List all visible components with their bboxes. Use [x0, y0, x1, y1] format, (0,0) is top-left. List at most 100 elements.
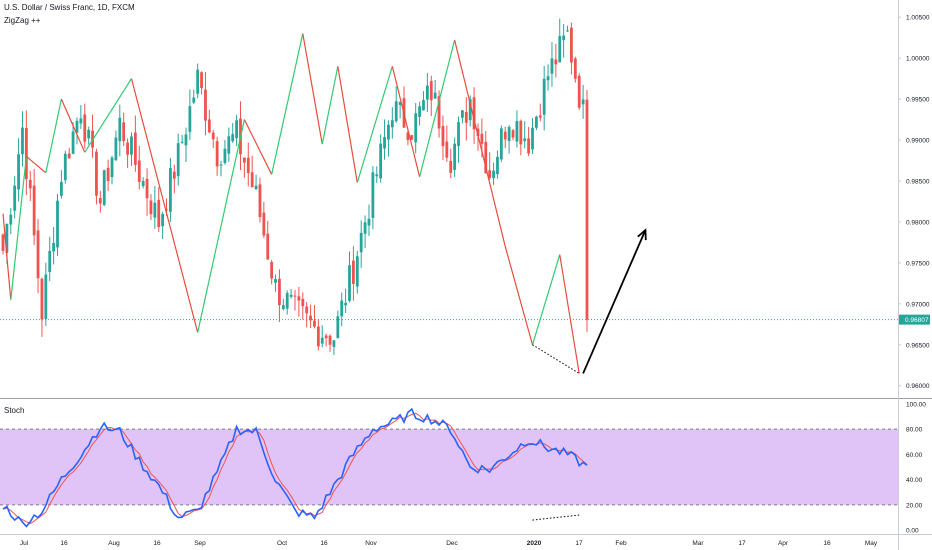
- zigzag-segment: [531, 254, 561, 345]
- candle-body: [581, 99, 585, 105]
- time-axis-label: 17: [575, 540, 583, 547]
- last-price-badge: [899, 314, 930, 325]
- zigzag-segment: [302, 33, 323, 145]
- candle-body: [40, 278, 44, 320]
- candle-body: [316, 326, 320, 347]
- zigzag-segment: [2, 213, 12, 300]
- candle-body: [562, 35, 566, 41]
- price-axis-label: 0.97500: [906, 260, 930, 267]
- candle-body: [254, 185, 258, 190]
- time-axis-label: Aug: [108, 540, 120, 547]
- candle-body: [457, 122, 460, 147]
- candle-body: [169, 167, 172, 212]
- price-axis-label: 0.98500: [906, 178, 930, 185]
- candle-body: [449, 160, 453, 173]
- candle-body: [9, 214, 13, 225]
- time-axis-label: 2020: [527, 540, 542, 547]
- candle-body: [102, 170, 106, 206]
- candle-body: [336, 316, 340, 339]
- candle-body: [453, 143, 457, 170]
- stoch-divergence-line: [532, 514, 580, 521]
- candle-body: [161, 213, 165, 227]
- stoch-axis-label: 20.00: [906, 502, 923, 509]
- time-axis-label: 17: [738, 540, 746, 547]
- candle-body: [258, 184, 262, 218]
- candle-body: [184, 134, 188, 146]
- candle-body: [492, 170, 495, 179]
- candle-body: [21, 127, 24, 155]
- zigzag-segment: [391, 66, 421, 178]
- candle-body: [558, 36, 562, 63]
- candle-body: [379, 143, 383, 179]
- candle-body: [227, 136, 231, 154]
- projection-arrow-line: [582, 229, 647, 374]
- stoch-band: [0, 429, 898, 505]
- stoch-axis-label: 60.00: [906, 452, 923, 459]
- candle-body: [305, 306, 309, 314]
- candle-body: [219, 164, 223, 166]
- candle-body: [375, 174, 379, 177]
- candle-body: [531, 127, 534, 150]
- stoch-axis-label: 80.00: [906, 427, 923, 434]
- time-axis-label: Mar: [692, 540, 704, 547]
- stoch-axis-label: 40.00: [906, 477, 923, 484]
- candle-body: [211, 132, 215, 140]
- time-axis-label: Dec: [446, 540, 458, 547]
- zigzag-segment: [454, 39, 506, 247]
- candle-body: [425, 85, 429, 100]
- time-axis-label: Feb: [615, 540, 627, 547]
- candle-body: [511, 130, 515, 138]
- price-axis-label: 0.99000: [906, 138, 930, 145]
- price-axis-label: 1.00000: [906, 56, 930, 63]
- candle-body: [235, 120, 238, 139]
- candle-body: [406, 132, 410, 141]
- candle-body: [270, 262, 274, 279]
- zigzag-indicator-label: ZigZag ++: [4, 16, 41, 25]
- candle-body: [324, 335, 328, 339]
- stoch-indicator-label: Stoch: [4, 406, 25, 415]
- candle-body: [71, 131, 75, 154]
- zigzag-segment: [45, 98, 62, 173]
- candle-body: [480, 133, 484, 144]
- candle-body: [554, 59, 558, 65]
- projection-arrow-head: [637, 228, 647, 241]
- candle-body: [328, 335, 332, 345]
- candle-body: [383, 137, 386, 149]
- zigzag-segment: [504, 246, 534, 345]
- candle-body: [422, 100, 425, 111]
- candle-body: [476, 128, 480, 137]
- candle-body: [355, 256, 359, 287]
- candle-body: [390, 120, 394, 128]
- price-axis-label: 1.00500: [906, 15, 930, 22]
- candle-body: [13, 185, 17, 211]
- candle-body: [75, 120, 79, 133]
- zigzag-segment: [25, 155, 47, 174]
- candle-body: [1, 234, 5, 251]
- candle-body: [36, 230, 40, 279]
- candle-body: [28, 179, 32, 189]
- zigzag-segment: [197, 119, 245, 333]
- time-axis-label: Apr: [778, 540, 789, 547]
- candle-body: [262, 212, 266, 236]
- candle-body: [363, 222, 367, 234]
- price-axis-label: 0.96000: [906, 383, 930, 390]
- candle-body: [359, 232, 363, 253]
- candle-body: [246, 157, 250, 173]
- zigzag-segment: [321, 66, 339, 145]
- candle-body: [122, 122, 126, 142]
- candle-body: [577, 75, 581, 108]
- candle-body: [274, 279, 277, 283]
- zigzag-segment: [419, 39, 456, 178]
- candle-body: [130, 136, 133, 155]
- price-axis-label: 0.98000: [906, 219, 930, 226]
- stoch-k-line: [2, 407, 588, 528]
- candle-body: [60, 181, 63, 196]
- time-axis-label: Oct: [277, 540, 287, 547]
- candle-body: [32, 185, 36, 236]
- candle-body: [414, 113, 418, 143]
- zigzag-segment: [84, 78, 132, 153]
- candle-body: [250, 172, 254, 188]
- candle-body: [570, 27, 573, 63]
- time-axis-label: 16: [823, 540, 831, 547]
